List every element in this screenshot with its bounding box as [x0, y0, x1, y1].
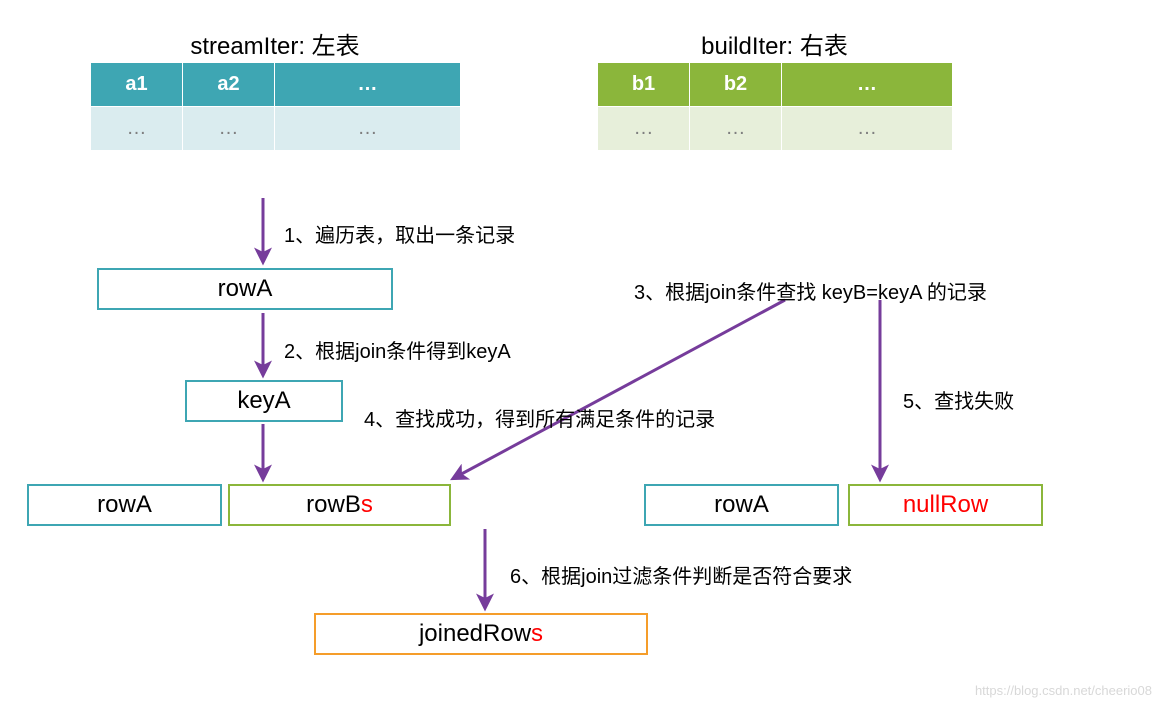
box-rowA2: rowA	[27, 484, 222, 526]
box-rowA1: rowA	[97, 268, 393, 310]
box-text: rowA	[97, 491, 152, 519]
box-nullRow: nullRow	[848, 484, 1043, 526]
box-suffix: s	[361, 491, 373, 519]
arrows-layer	[0, 0, 1164, 706]
box-text: keyA	[237, 387, 290, 415]
watermark: https://blog.csdn.net/cheerio08	[975, 683, 1152, 698]
box-text: rowB	[306, 491, 361, 519]
step-label-s5: 5、查找失败	[903, 385, 1014, 414]
step-label-s4: 4、查找成功，得到所有满足条件的记录	[364, 403, 715, 432]
box-suffix: s	[531, 620, 543, 648]
box-text: joinedRow	[419, 620, 531, 648]
step-label-s6: 6、根据join过滤条件判断是否符合要求	[510, 560, 852, 589]
box-rowBs: rowBs	[228, 484, 451, 526]
step-label-s1: 1、遍历表，取出一条记录	[284, 219, 515, 248]
box-joinedRows: joinedRows	[314, 613, 648, 655]
box-text: rowA	[714, 491, 769, 519]
box-keyA: keyA	[185, 380, 343, 422]
step-label-s3: 3、根据join条件查找 keyB=keyA 的记录	[634, 276, 987, 305]
flow-arrow	[454, 300, 785, 478]
box-text: rowA	[218, 275, 273, 303]
box-rowA3: rowA	[644, 484, 839, 526]
step-label-s2: 2、根据join条件得到keyA	[284, 335, 511, 364]
box-text: nullRow	[903, 491, 988, 519]
